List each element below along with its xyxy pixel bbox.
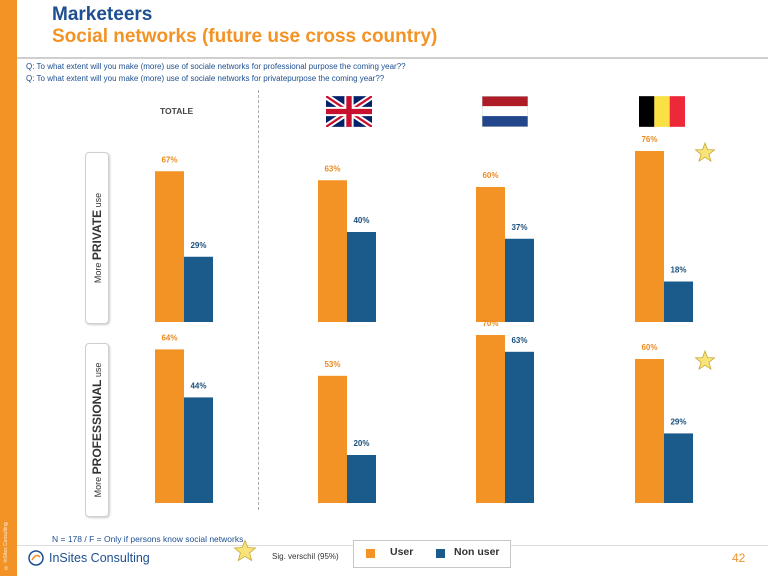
data-label-professional-netherlands-user: 70% <box>482 319 498 328</box>
header-divider <box>17 57 768 59</box>
bar-professional-netherlands-nonuser <box>505 351 534 503</box>
belgium-flag-icon <box>639 96 685 127</box>
data-label-professional-belgium-nonuser: 29% <box>670 417 686 426</box>
bar-private-united-kingdom-nonuser <box>347 232 376 322</box>
page-number: 42 <box>732 551 746 565</box>
bar-professional-totale-nonuser <box>184 397 213 503</box>
chart-legend: User Non user <box>353 540 511 568</box>
data-label-private-totale-user: 67% <box>161 155 177 164</box>
data-label-private-united-kingdom-nonuser: 40% <box>353 216 369 225</box>
page-title: Marketeers <box>52 4 153 25</box>
total-separator-line <box>258 90 259 510</box>
data-label-private-belgium-nonuser: 18% <box>670 266 686 275</box>
significance-label: Sig. verschil (95%) <box>272 552 339 561</box>
insites-logo-icon <box>28 550 44 566</box>
left-accent-strip <box>0 0 17 576</box>
bar-private-belgium-nonuser <box>664 281 693 322</box>
legend-user-swatch <box>366 549 375 558</box>
significance-star-private-belgium <box>694 141 716 163</box>
bar-professional-united-kingdom-user <box>318 375 347 503</box>
page-subtitle: Social networks (future use cross countr… <box>52 26 438 47</box>
netherlands-flag-icon <box>482 96 528 127</box>
data-label-professional-united-kingdom-nonuser: 20% <box>353 439 369 448</box>
bar-professional-united-kingdom-nonuser <box>347 455 376 503</box>
row-label-professional: More PROFESSIONAL use <box>85 343 109 517</box>
data-label-private-totale-nonuser: 29% <box>190 241 206 250</box>
legend-user-label: User <box>390 546 414 558</box>
row-label-private: More PRIVATE use <box>85 152 109 324</box>
bar-professional-belgium-nonuser <box>664 433 693 503</box>
uk-flag-icon <box>326 96 372 127</box>
company-logo-text: InSites Consulting <box>49 551 150 565</box>
question-professional: Q: To what extent will you make (more) u… <box>26 62 406 71</box>
bar-private-netherlands-user <box>476 187 505 322</box>
significance-star-professional-belgium <box>694 349 716 371</box>
data-label-private-belgium-user: 76% <box>641 135 657 144</box>
bar-private-totale-user <box>155 171 184 322</box>
legend-nonuser-swatch <box>436 549 445 558</box>
data-label-professional-netherlands-nonuser: 63% <box>511 336 527 345</box>
data-label-professional-totale-user: 64% <box>161 333 177 342</box>
total-column-label: TOTALE <box>160 106 194 116</box>
bar-private-netherlands-nonuser <box>505 238 534 322</box>
legend-nonuser-label: Non user <box>454 546 500 558</box>
bar-professional-totale-user <box>155 349 184 503</box>
bar-professional-belgium-user <box>635 359 664 503</box>
question-private: Q: To what extent will you make (more) u… <box>26 74 385 83</box>
data-label-professional-united-kingdom-user: 53% <box>324 360 340 369</box>
data-label-professional-totale-nonuser: 44% <box>190 381 206 390</box>
bar-private-belgium-user <box>635 151 664 322</box>
bar-professional-netherlands-user <box>476 335 505 503</box>
data-label-private-united-kingdom-user: 63% <box>324 164 340 173</box>
footnote: N = 178 / F = Only if persons know socia… <box>52 534 244 544</box>
data-label-private-netherlands-user: 60% <box>482 171 498 180</box>
bar-private-united-kingdom-user <box>318 180 347 322</box>
bar-private-totale-nonuser <box>184 256 213 322</box>
data-label-private-netherlands-nonuser: 37% <box>511 223 527 232</box>
significance-star-icon <box>233 539 257 562</box>
data-label-professional-belgium-user: 60% <box>641 343 657 352</box>
